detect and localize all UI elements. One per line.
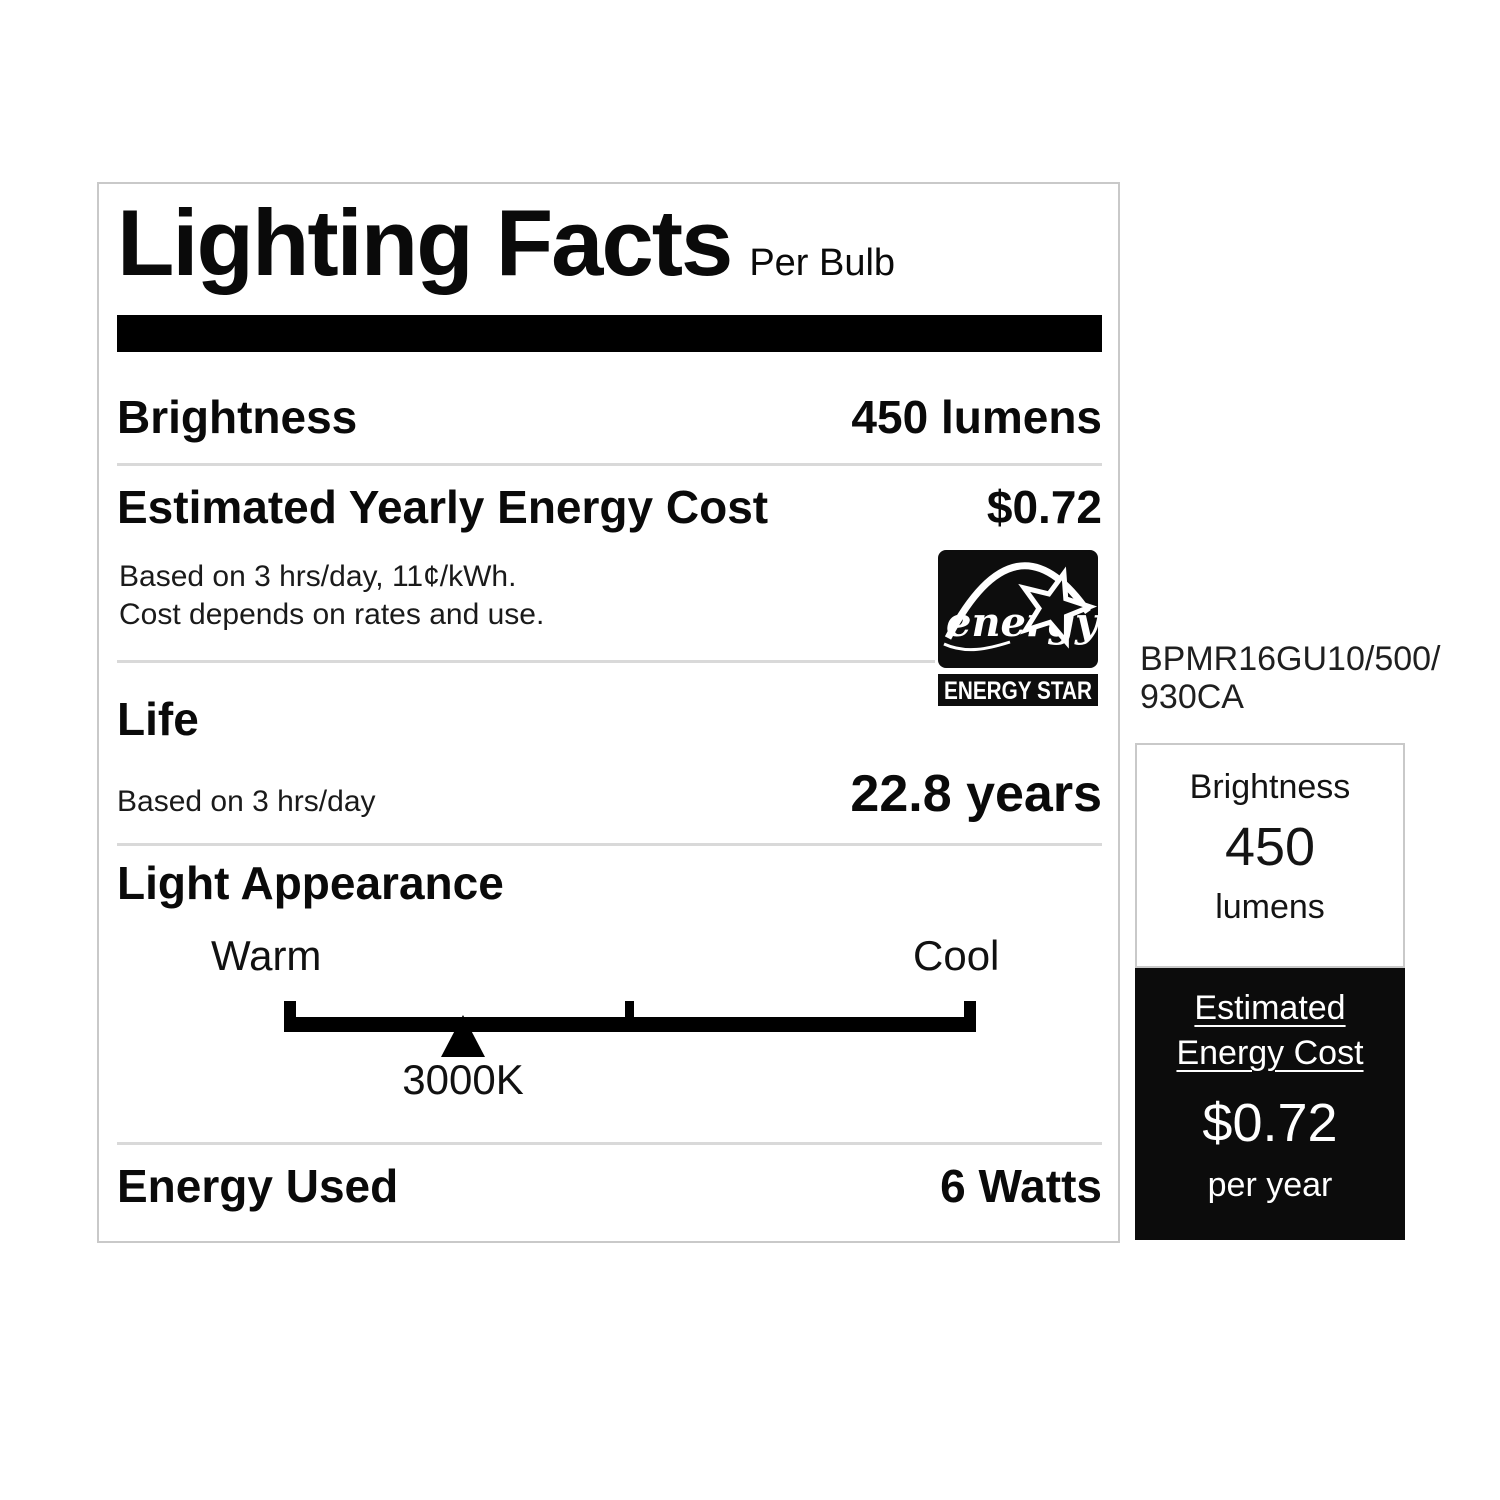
- warm-label: Warm: [211, 932, 322, 979]
- life-label: Life: [117, 693, 199, 745]
- brightness-card-label: Brightness: [1189, 768, 1351, 806]
- scale-tick-right: [964, 1001, 976, 1032]
- scale-tick-middle: [625, 1001, 634, 1032]
- energy-used-row: Energy Used 6 Watts: [117, 1159, 1102, 1213]
- energy-used-value: 6 Watts: [940, 1160, 1102, 1212]
- cost-card-label-line1: Estimated: [1194, 989, 1346, 1027]
- brightness-value: 450 lumens: [851, 391, 1102, 443]
- brightness-row: Brightness 450 lumens: [117, 390, 1102, 444]
- scale-tick-left: [284, 1001, 296, 1032]
- cost-card-label-line2: Energy Cost: [1176, 1034, 1364, 1072]
- divider: [117, 843, 1102, 846]
- product-code: BPMR16GU10/500/ 930CA: [1140, 640, 1441, 716]
- label-title: Lighting Facts: [117, 190, 733, 295]
- cost-card-unit: per year: [1207, 1166, 1333, 1204]
- brightness-card-unit: lumens: [1215, 888, 1325, 926]
- product-code-line2: 930CA: [1140, 678, 1244, 716]
- temperature-marker-value: 3000K: [402, 1056, 524, 1103]
- energy-cost-summary-card: Estimated Energy Cost $0.72 per year: [1135, 968, 1405, 1240]
- divider: [117, 660, 935, 663]
- brightness-summary-card: Brightness 450 lumens: [1135, 743, 1405, 968]
- life-row: Based on 3 hrs/day 22.8 years: [117, 764, 1102, 824]
- divider: [117, 463, 1102, 466]
- energy-cost-label: Estimated Yearly Energy Cost: [117, 481, 769, 533]
- energy-cost-value: $0.72: [986, 481, 1102, 533]
- cost-card-value: $0.72: [1202, 1093, 1338, 1153]
- energy-used-label: Energy Used: [117, 1160, 399, 1212]
- brightness-card-value: 450: [1224, 817, 1316, 877]
- life-note: Based on 3 hrs/day: [117, 785, 376, 818]
- lighting-facts-label: Lighting Facts Per Bulb Brightness 450 l…: [97, 182, 1120, 1243]
- divider: [117, 1142, 1102, 1145]
- label-header: Lighting Facts Per Bulb: [117, 196, 895, 290]
- temperature-marker-triangle-icon: [441, 1015, 485, 1057]
- header-rule-bar: [117, 315, 1102, 352]
- light-appearance-label: Light Appearance: [117, 857, 504, 909]
- energy-cost-notes: Based on 3 hrs/day, 11¢/kWh. Cost depend…: [119, 558, 544, 634]
- cool-label: Cool: [913, 932, 1000, 979]
- energy-cost-note-line1: Based on 3 hrs/day, 11¢/kWh.: [119, 560, 517, 593]
- brightness-label: Brightness: [117, 391, 358, 443]
- life-value: 22.8 years: [850, 765, 1102, 823]
- energy-star-caption: ENERGY STAR: [944, 677, 1092, 705]
- label-subtitle: Per Bulb: [749, 242, 896, 284]
- product-code-line1: BPMR16GU10/500/: [1140, 640, 1441, 678]
- energy-star-logo-icon: energy ENERGY STAR: [938, 550, 1098, 706]
- energy-cost-note-line2: Cost depends on rates and use.: [119, 598, 545, 631]
- energy-cost-row: Estimated Yearly Energy Cost $0.72: [117, 480, 1102, 534]
